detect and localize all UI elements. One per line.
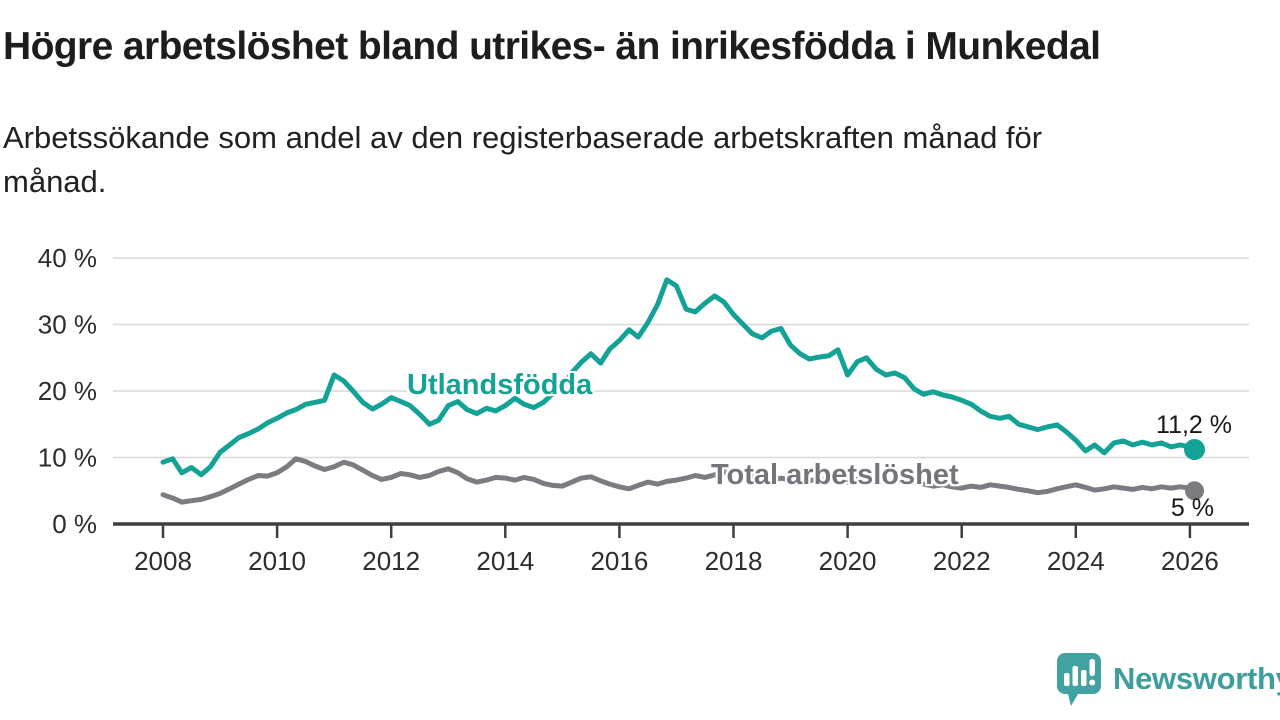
y-axis-label: 30 % <box>38 310 97 340</box>
series-line-utlandsfodda <box>160 277 1197 478</box>
brand-name: Newsworthy <box>1113 661 1280 696</box>
series-label-utlandsfodda: Utlandsfödda <box>407 369 593 401</box>
end-value-label-total: 5 % <box>1170 494 1214 522</box>
x-axis-label: 2024 <box>1047 546 1105 576</box>
y-axis-label: 0 % <box>52 509 97 539</box>
x-axis-label: 2020 <box>819 546 877 576</box>
x-axis-label: 2016 <box>590 546 648 576</box>
series-label-total-arbetsloshet: Total arbetslöshet <box>711 459 959 491</box>
end-value-label-utlandsfodda: 11,2 % <box>1156 411 1232 439</box>
newsworthy-logo: Newsworthy <box>1054 648 1280 710</box>
x-axis-label: 2014 <box>476 546 534 576</box>
bar-medium <box>1081 670 1087 686</box>
x-axis-label: 2008 <box>134 546 192 576</box>
chart-subtitle: Arbetssökande som andel av den registerb… <box>3 120 1043 199</box>
x-axis-label: 2022 <box>933 546 991 576</box>
exclamation-dot <box>1089 679 1096 686</box>
series-end-dot-utlandsfodda <box>1184 439 1205 460</box>
x-axis-label: 2026 <box>1161 546 1219 576</box>
y-axis-label: 10 % <box>38 443 97 473</box>
newsworthy-logo-icon <box>1057 653 1101 706</box>
y-axis-label: 20 % <box>38 376 97 406</box>
series-end-dot-total <box>1185 481 1204 501</box>
exclamation-bar <box>1089 659 1095 676</box>
x-axis-label: 2012 <box>362 546 420 576</box>
series-line-total <box>160 456 1197 505</box>
y-axis-label: 40 % <box>38 243 97 273</box>
bar-tall <box>1072 666 1078 686</box>
bar-small <box>1064 673 1070 686</box>
x-axis-label: 2018 <box>705 546 763 576</box>
x-axis-label: 2010 <box>248 546 306 576</box>
chart-title: Högre arbetslöshet bland utrikes- än inr… <box>3 25 1101 68</box>
